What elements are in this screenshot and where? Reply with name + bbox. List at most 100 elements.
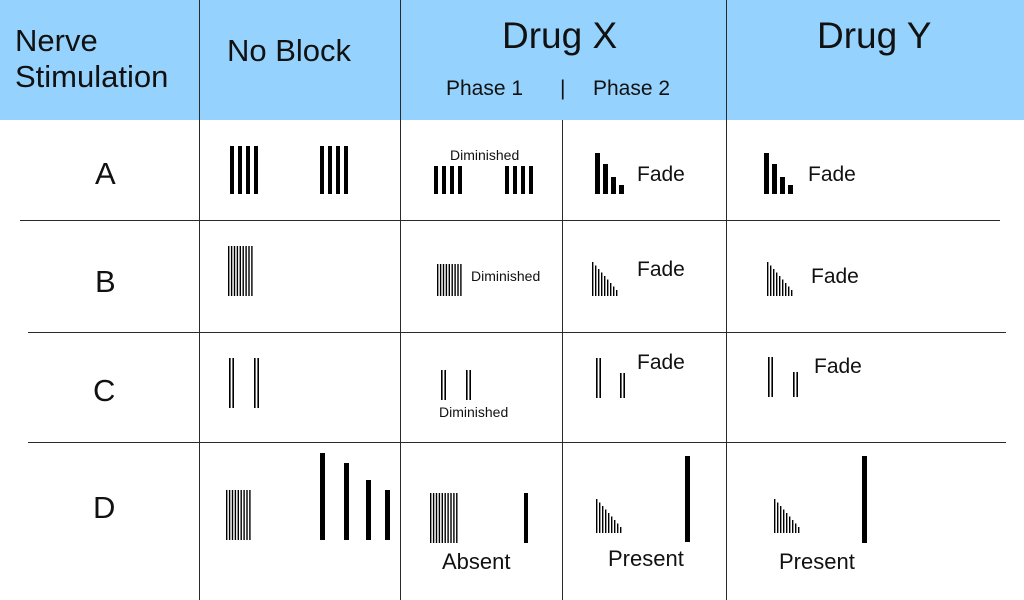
row-d-drugy-tetanus-bar-5 bbox=[786, 513, 788, 533]
row-a-phase1-tof-1-bar-4 bbox=[458, 166, 462, 194]
row-a-phase2-tof-bar-2 bbox=[603, 164, 608, 194]
header-nerve-stimulation-line2: Stimulation bbox=[15, 59, 169, 94]
row-a-drugy-note: Fade bbox=[808, 163, 856, 186]
row-d-drugy-tetanus-bar-2 bbox=[777, 502, 779, 533]
row-b-phase2-tetanus-bar-7 bbox=[610, 283, 612, 296]
row-a-noblock-tof-1-bar-4 bbox=[254, 146, 258, 194]
row-c-phase2-burst-1-b bbox=[599, 358, 601, 398]
row-d-noblock-tetanus-bar-1 bbox=[226, 490, 228, 540]
row-b-drugy-tetanus-bar-2 bbox=[770, 265, 772, 296]
row-d-noblock-tetanus-bar-8 bbox=[246, 490, 248, 540]
row-d-phase1-tetanus-bar-4 bbox=[438, 493, 441, 543]
row-b-noblock-tetanus-bar-3 bbox=[233, 246, 236, 296]
row-a-phase1-tof-2-bar-1 bbox=[505, 166, 509, 194]
row-b-noblock-tetanus-bar-7 bbox=[245, 246, 247, 296]
row-d-noblock-tetanus-bar-5 bbox=[237, 490, 239, 540]
row-d-phase1-note: Absent bbox=[442, 549, 511, 574]
row-d-noblock-tetanus-bar-6 bbox=[240, 490, 242, 540]
row-b-phase1-tetanus-bar-9 bbox=[460, 264, 462, 296]
row-d-phase1-tetanus-bar-10 bbox=[456, 493, 458, 543]
row-d-noblock-ptc-bar-3 bbox=[366, 480, 371, 540]
row-b-noblock-tetanus-bar-4 bbox=[236, 246, 239, 296]
row-d-noblock-tetanus-bar-2 bbox=[228, 490, 231, 540]
row-d-phase2-tetanus-bar-8 bbox=[617, 523, 619, 533]
row-d-noblock-ptc-bar-1 bbox=[320, 453, 325, 540]
row-c-phase1-burst-2-a bbox=[466, 370, 468, 400]
row-c-noblock-burst-1-b bbox=[232, 358, 234, 408]
row-c-phase2-burst-1-a bbox=[596, 358, 598, 398]
row-d-phase2-tetanus-bar-4 bbox=[605, 509, 607, 533]
row-d-drugy-tetanus-bar-4 bbox=[783, 509, 785, 533]
row-b-drugy-tetanus-bar-5 bbox=[779, 276, 781, 296]
row-label-c: C bbox=[93, 373, 116, 408]
row-b-phase2-tetanus-bar-1 bbox=[592, 262, 594, 296]
row-c-phase1-burst-1-a bbox=[441, 370, 443, 400]
row-b-drugy-tetanus-bar-6 bbox=[782, 279, 784, 296]
row-d-phase1-tetanus-bar-5 bbox=[441, 493, 443, 543]
row-b-noblock-tetanus-bar-6 bbox=[242, 246, 244, 296]
row-d-noblock-tetanus-bar-7 bbox=[243, 490, 245, 540]
row-b-phase1-tetanus-bar-5 bbox=[448, 264, 450, 296]
row-d-phase1-tetanus-bar-9 bbox=[453, 493, 455, 543]
row-c-drugy-burst-1-a bbox=[768, 357, 770, 397]
header-background bbox=[0, 0, 1024, 120]
row-a-noblock-tof-2-bar-3 bbox=[336, 146, 340, 194]
column-divider-3 bbox=[726, 0, 727, 600]
header-no-block: No Block bbox=[227, 33, 352, 68]
row-d-phase2-tetanus-bar-1 bbox=[596, 499, 598, 533]
row-d-phase1-tetanus-bar-7 bbox=[447, 493, 449, 543]
row-b-noblock-tetanus-bar-8 bbox=[248, 246, 250, 296]
row-b-drugy-tetanus-bar-4 bbox=[776, 272, 778, 296]
row-b-drugy-tetanus-bar-9 bbox=[791, 290, 793, 296]
row-d-drugy-tetanus-bar-9 bbox=[798, 527, 800, 533]
row-a-noblock-tof-1-bar-3 bbox=[246, 146, 250, 194]
row-a-noblock-tof-1-bar-1 bbox=[230, 146, 234, 194]
header-phase-1: Phase 1 bbox=[446, 77, 524, 100]
row-c-noblock-burst-2-b bbox=[257, 358, 259, 408]
row-c-drugy-burst-2-a bbox=[793, 372, 795, 397]
row-c-drugy-burst-1-b bbox=[771, 357, 773, 397]
row-b-phase2-note: Fade bbox=[637, 258, 685, 281]
row-b-noblock-tetanus-bar-2 bbox=[230, 246, 233, 296]
row-b-phase1-tetanus-bar-6 bbox=[451, 264, 453, 296]
row-a-phase2-tof-bar-1 bbox=[595, 153, 600, 194]
row-b-phase2-tetanus-bar-3 bbox=[598, 269, 600, 296]
row-a-noblock-tof-1-bar-2 bbox=[238, 146, 242, 194]
row-b-phase2-tetanus-bar-8 bbox=[613, 286, 615, 296]
row-b-phase2-tetanus-bar-2 bbox=[595, 265, 597, 296]
row-c-drugy-burst-2-b bbox=[796, 372, 798, 397]
row-a-phase1-tof-1-bar-1 bbox=[434, 166, 438, 194]
row-label-a: A bbox=[95, 156, 116, 191]
row-a-phase1-tof-2-bar-2 bbox=[513, 166, 517, 194]
row-b-phase1-note: Diminished bbox=[471, 268, 541, 284]
header-phase-2: Phase 2 bbox=[593, 77, 671, 100]
column-divider-2 bbox=[400, 0, 401, 600]
row-a-phase2-tof-bar-3 bbox=[611, 177, 616, 194]
row-d-phase1-tetanus-bar-3 bbox=[435, 493, 438, 543]
row-divider-3 bbox=[28, 442, 1006, 443]
row-a-phase1-tof-1-bar-2 bbox=[442, 166, 446, 194]
row-d-drugy-tetanus-bar-8 bbox=[795, 523, 797, 533]
row-b-drugy-tetanus-bar-1 bbox=[767, 262, 769, 296]
row-d-phase1-tetanus-bar-2 bbox=[432, 493, 435, 543]
row-divider-2 bbox=[28, 332, 1006, 333]
row-b-phase1-tetanus-bar-2 bbox=[439, 264, 442, 296]
row-a-drugy-tof-bar-1 bbox=[764, 153, 769, 194]
row-b-noblock-tetanus-bar-5 bbox=[239, 246, 241, 296]
header-drug-x: Drug X bbox=[502, 15, 618, 56]
row-a-phase2-tof-bar-4 bbox=[619, 185, 624, 194]
row-b-noblock-tetanus-bar-9 bbox=[251, 246, 253, 296]
row-label-b: B bbox=[95, 264, 116, 299]
row-b-drugy-note: Fade bbox=[811, 265, 859, 288]
row-a-phase2-note: Fade bbox=[637, 163, 685, 186]
row-d-phase2-note: Present bbox=[608, 546, 684, 571]
row-d-drugy-single bbox=[862, 456, 867, 543]
row-c-noblock-burst-2-a bbox=[254, 358, 256, 408]
row-d-phase2-tetanus-bar-5 bbox=[608, 513, 610, 533]
row-d-phase2-tetanus-bar-9 bbox=[620, 527, 622, 533]
header-phase-separator: | bbox=[560, 77, 566, 100]
phase-divider bbox=[562, 120, 563, 600]
row-d-phase1-single bbox=[524, 493, 528, 543]
row-divider-1 bbox=[20, 220, 1000, 221]
